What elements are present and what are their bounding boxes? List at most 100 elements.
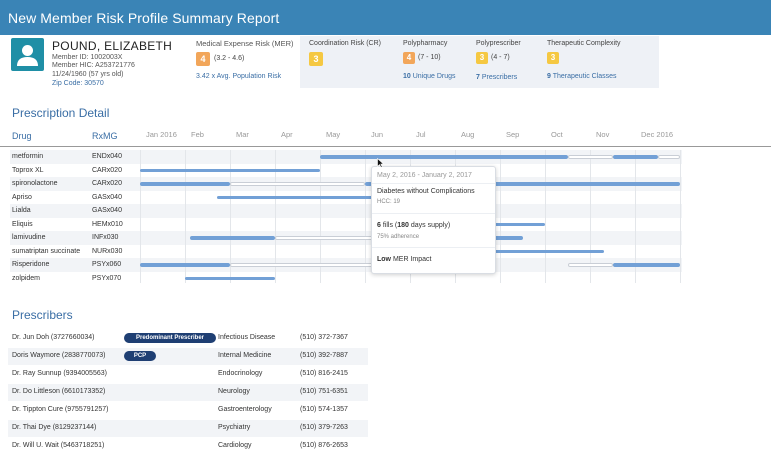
prescriber-specialty: Endocrinology [218,370,263,377]
month-label: Aug [461,130,475,139]
report-title: New Member Risk Profile Summary Report [8,10,280,26]
fill-period-bar[interactable] [140,182,230,186]
drug-name: Risperidone [12,261,50,268]
tooltip-divider [372,213,495,214]
drug-class: GASx040 [92,193,122,201]
drug-name: Lialda [12,207,31,214]
coverage-gap[interactable] [230,182,365,186]
prescription-tooltip: May 2, 2016 - January 2, 2017 Diabetes w… [371,166,496,274]
month-gridline [590,150,591,283]
prescriber-name: Dr. Thai Dye (8129237144) [12,424,97,431]
prescription-row[interactable]: sumatriptan succinate NURx030 [10,245,682,259]
drug-name: Eliquis [12,220,33,228]
drug-class: HEMx010 [92,220,123,228]
fill-period-bar[interactable] [140,263,230,267]
prescriber-specialty: Psychiatry [218,424,251,431]
prescription-detail-title: Prescription Detail [12,106,110,120]
fill-period-bar[interactable] [612,263,680,267]
prescriber-row[interactable]: Dr. Do Littleson (6610173352) Neurology (5… [8,384,368,401]
polypharmacy-label: Polypharmacy [403,40,448,47]
member-name: POUND, ELIZABETH [52,39,173,53]
fill-period-bar[interactable] [216,195,374,199]
rxmg-column-header[interactable]: RxMG [92,131,118,141]
month-gridline [635,150,636,283]
coordination-risk-label: Coordination Risk (CR) [309,40,381,47]
fill-period-bar[interactable] [140,168,320,172]
fill-period-bar[interactable] [185,276,275,280]
prescription-row[interactable]: Toprox XL CARx020 [10,164,682,178]
person-icon [11,38,44,71]
polypharmacy-range: (7 - 10) [418,54,441,61]
prescriber-name: Dr. Will U. Wait (5463718251) [12,442,105,449]
coverage-gap[interactable] [567,155,613,159]
mer-score-badge: 4 [196,52,210,66]
prescription-row[interactable]: Eliquis HEMx010 [10,218,682,232]
prescriber-name: Dr. Do Littleson (6610173352) [12,388,106,395]
drug-class: PSYx060 [92,261,122,268]
prescriber-name: Dr. Ray Sunnup (9394005563) [12,370,107,377]
drug-class: ENDx040 [92,153,122,160]
month-gridline [275,150,276,283]
drug-class: PSYx070 [92,274,122,282]
polypharmacy-detail: 10 Unique Drugs [403,73,456,80]
month-label: Jan 2016 [146,130,177,139]
month-gridline [500,150,501,283]
prescriber-specialty: Internal Medicine [218,352,272,359]
report-header: New Member Risk Profile Summary Report [0,0,771,35]
month-label: Jul [416,130,426,139]
fill-period-bar[interactable] [320,155,568,159]
month-gridline [185,150,186,283]
month-label: May [326,130,341,139]
fill-period-bar[interactable] [612,155,658,159]
fill-period-bar[interactable] [189,236,275,240]
drug-class: GASx040 [92,207,122,214]
tooltip-mer-impact: Low MER Impact [377,256,432,263]
prescriber-row[interactable]: Dr. Jun Doh (3727660034) Predominant Pres… [8,330,368,347]
drug-name: spironolactone [12,180,58,187]
prescriber-row[interactable]: Doris Waymore (2838770073) PCP Internal Me… [8,348,368,365]
therapeutic-complexity-detail: 9 Therapeutic Classes [547,73,617,80]
mouse-pointer-icon [377,158,385,168]
mer-label: Medical Expense Risk (MER) [196,39,294,48]
prescription-row[interactable]: Lialda GASx040 [10,204,682,218]
coverage-gap[interactable] [230,263,374,267]
prescriber-phone: (510) 574-1357 [300,406,348,413]
coverage-gap[interactable] [567,263,613,267]
coverage-gap[interactable] [275,236,374,240]
member-zip: Zip Code: 30570 [52,80,104,87]
prescriber-row[interactable]: Dr. Tippton Cure (9755791257) Gastroenter… [8,402,368,419]
prescriber-row[interactable]: Dr. Thai Dye (8129237144) Psychiatry (510)… [8,420,368,437]
drug-name: Toprox XL [12,166,44,174]
drug-name: zolpidem [12,274,41,282]
month-gridline [140,150,141,283]
prescriber-row[interactable]: Dr. Ray Sunnup (9394005563) Endocrinology… [8,366,368,383]
fill-period-bar[interactable] [477,236,523,240]
tooltip-condition: Diabetes without Complications [377,188,475,195]
tooltip-divider [372,183,495,184]
prescription-row[interactable]: Apriso GASx040 [10,191,682,205]
month-label: Jun [371,130,384,139]
tooltip-fills: 6 fills (180 days supply) [377,222,451,229]
polyprescriber-badge: 3 [476,52,488,64]
prescriber-row[interactable]: Dr. Will U. Wait (5463718251) Cardiology (… [8,438,368,455]
drug-column-header[interactable]: Drug [12,131,32,141]
timeline-divider [0,146,771,147]
drug-name: lamivudine [12,234,46,241]
coverage-gap[interactable] [657,155,680,159]
month-label: Mar [236,130,249,139]
fill-period-bar[interactable] [477,222,545,226]
predominant-prescriber-badge: Predominant Prescriber [124,333,216,343]
month-gridline [320,150,321,283]
drug-name: Apriso [12,193,32,201]
member-dob: 11/24/1960 (57 yrs old) [52,71,124,78]
tooltip-hcc: HCC: 19 [377,199,401,205]
mer-avg-population: 3.42 x Avg. Population Risk [196,73,282,80]
fill-period-bar[interactable] [477,249,604,253]
polyprescriber-label: Polyprescriber [476,40,521,47]
fill-period-bar[interactable] [365,182,680,186]
prescription-row[interactable]: zolpidem PSYx070 [10,272,682,286]
prescriber-phone: (510) 392-7887 [300,352,348,359]
pcp-badge: PCP [124,351,156,361]
prescriber-specialty: Cardiology [218,442,252,449]
month-label: Feb [191,130,204,139]
